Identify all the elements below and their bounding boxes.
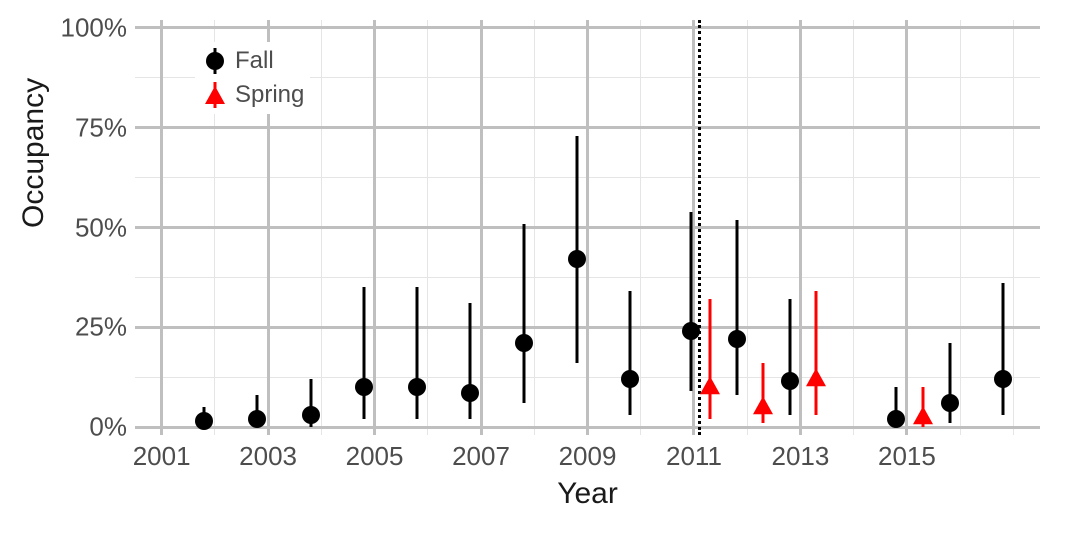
y-tick-label: 25%	[75, 312, 127, 343]
y-tick-label: 50%	[75, 212, 127, 243]
error-bar	[788, 299, 791, 415]
data-point-circle	[994, 370, 1012, 388]
legend-label: Fall	[235, 47, 274, 75]
data-point-circle	[515, 334, 533, 352]
grid-major-v	[586, 20, 589, 435]
data-point-triangle	[806, 368, 826, 386]
grid-major-v	[692, 20, 695, 435]
error-bar	[629, 291, 632, 415]
data-point-circle	[941, 394, 959, 412]
data-point-circle	[195, 412, 213, 430]
y-tick-label: 0%	[89, 412, 127, 443]
grid-major-v	[905, 20, 908, 435]
reference-vline	[698, 20, 701, 435]
legend-item: Fall	[201, 44, 304, 78]
legend-swatch	[201, 81, 229, 109]
data-point-triangle	[913, 406, 933, 424]
error-bar	[1001, 283, 1004, 415]
data-point-circle	[302, 406, 320, 424]
x-tick-label: 2003	[239, 441, 297, 472]
data-point-circle	[568, 250, 586, 268]
data-point-circle	[248, 410, 266, 428]
data-point-circle	[728, 330, 746, 348]
occupancy-chart: Occupancy Year Fall Spring 2001 2003 2005 20…	[0, 0, 1079, 540]
y-tick-label: 75%	[75, 112, 127, 143]
data-point-circle	[408, 378, 426, 396]
grid-major-v	[480, 20, 483, 435]
data-point-triangle	[753, 396, 773, 414]
data-point-circle	[887, 410, 905, 428]
legend: Fall Spring	[195, 42, 310, 114]
error-bar	[522, 224, 525, 404]
x-tick-label: 2005	[346, 441, 404, 472]
data-point-circle	[682, 322, 700, 340]
error-bar	[815, 291, 818, 415]
x-tick-label: 2007	[452, 441, 510, 472]
x-tick-label: 2001	[133, 441, 191, 472]
data-point-circle	[461, 384, 479, 402]
legend-item: Spring	[201, 78, 304, 112]
error-bar	[690, 212, 693, 392]
error-bar	[735, 220, 738, 396]
y-axis-title: Occupancy	[17, 77, 51, 227]
x-tick-label: 2009	[559, 441, 617, 472]
error-bar	[416, 287, 419, 419]
grid-major-v	[373, 20, 376, 435]
x-axis-title: Year	[557, 477, 618, 511]
y-tick-label: 100%	[61, 12, 128, 43]
x-tick-label: 2015	[878, 441, 936, 472]
legend-swatch	[201, 47, 229, 75]
error-bar	[362, 287, 365, 419]
data-point-circle	[781, 372, 799, 390]
x-tick-label: 2011	[666, 441, 722, 472]
x-tick-label: 2013	[772, 441, 830, 472]
legend-label: Spring	[235, 81, 304, 109]
data-point-triangle	[700, 376, 720, 394]
grid-major-v	[799, 20, 802, 435]
data-point-circle	[355, 378, 373, 396]
grid-major-v	[160, 20, 163, 435]
error-bar	[708, 299, 711, 419]
data-point-circle	[621, 370, 639, 388]
